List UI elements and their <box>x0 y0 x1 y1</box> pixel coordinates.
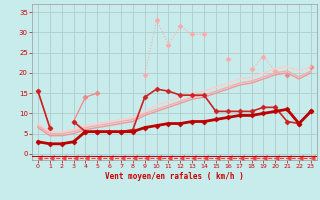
X-axis label: Vent moyen/en rafales ( km/h ): Vent moyen/en rafales ( km/h ) <box>105 172 244 181</box>
